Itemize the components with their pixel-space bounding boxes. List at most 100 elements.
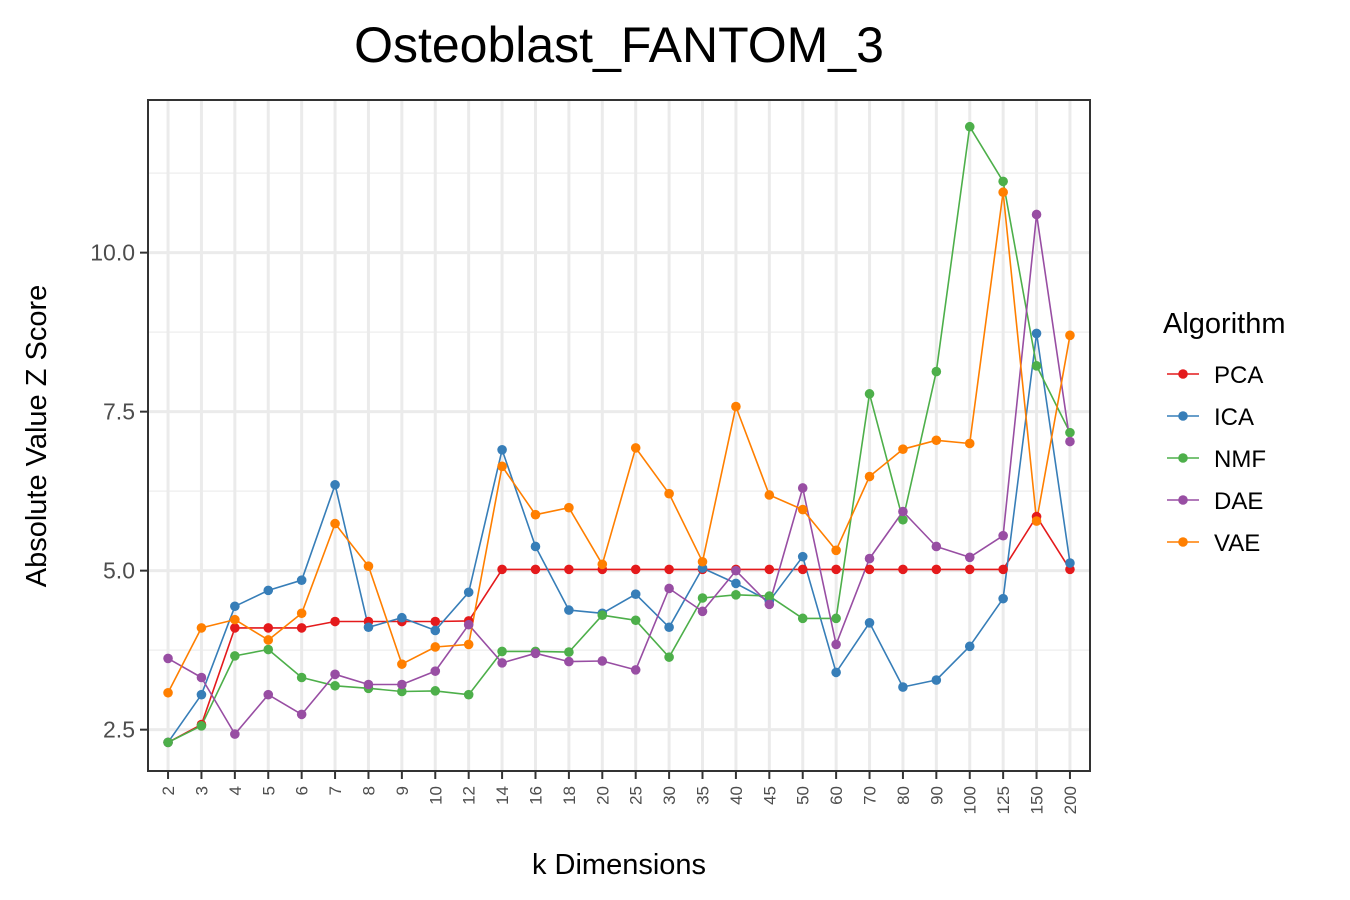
legend-key-point: [1178, 369, 1188, 379]
data-point-nmf-100: [964, 121, 975, 132]
legend-item-nmf: NMF: [1167, 446, 1266, 473]
data-point-dae-7: [330, 669, 340, 680]
plot-panel-background: [148, 100, 1090, 771]
data-point-ica-18: [564, 605, 574, 615]
x-tick-label: 50: [794, 786, 813, 805]
data-point-vae-60: [831, 545, 841, 556]
data-point-dae-125: [998, 530, 1008, 541]
data-point-dae-14: [497, 658, 507, 668]
x-tick-label: 25: [627, 786, 646, 805]
data-point-nmf-14: [497, 646, 507, 657]
x-tick-label: 14: [493, 786, 512, 805]
data-point-vae-16: [530, 509, 541, 520]
data-point-pca-16: [530, 564, 541, 575]
data-point-dae-25: [630, 665, 641, 675]
legend-label: VAE: [1214, 530, 1260, 557]
data-point-vae-9: [397, 659, 407, 669]
data-point-vae-8: [363, 561, 374, 572]
data-point-ica-7: [330, 479, 340, 490]
plot-panel-border: [147, 99, 1091, 772]
data-point-vae-30: [664, 488, 674, 499]
data-point-nmf-7: [330, 680, 340, 691]
data-point-nmf-40: [731, 590, 741, 600]
data-point-nmf-150: [1031, 361, 1042, 371]
series-line-pca: [167, 515, 1071, 744]
y-axis-title: Absolute Value Z Score: [21, 285, 53, 588]
data-point-nmf-6: [296, 672, 307, 683]
data-point-nmf-30: [664, 652, 674, 662]
data-point-ica-4: [230, 601, 240, 612]
x-axis-title: k Dimensions: [532, 849, 706, 881]
x-tick-label: 12: [460, 786, 479, 805]
data-point-pca-90: [931, 564, 942, 575]
chart-title: Osteoblast_FANTOM_3: [354, 17, 884, 73]
data-point-nmf-80: [898, 514, 908, 525]
data-point-dae-3: [196, 672, 207, 683]
data-point-pca-7: [330, 616, 340, 627]
data-point-nmf-12: [463, 689, 474, 700]
grid: [148, 100, 1090, 771]
data-point-pca-125: [998, 564, 1008, 575]
y-tick-label: 7.5: [103, 399, 135, 425]
data-point-vae-3: [196, 623, 207, 633]
data-point-pca-10: [430, 616, 441, 627]
data-point-vae-2: [163, 687, 173, 698]
legend-label: NMF: [1214, 446, 1266, 473]
data-point-dae-200: [1065, 436, 1075, 447]
data-point-vae-35: [697, 556, 708, 567]
x-tick-label: 40: [727, 786, 746, 805]
x-tick-label: 7: [326, 786, 345, 795]
data-point-pca-45: [764, 564, 775, 575]
data-point-vae-12: [463, 639, 474, 650]
data-point-nmf-35: [697, 593, 708, 603]
legend: Algorithm PCA ICA NMF DAE VAE: [1163, 308, 1286, 557]
y-tick-label: 2.5: [103, 717, 135, 743]
data-point-vae-14: [497, 461, 507, 472]
data-point-vae-5: [263, 635, 274, 645]
data-point-dae-150: [1031, 209, 1042, 220]
data-point-ica-25: [630, 589, 641, 599]
data-point-ica-3: [196, 689, 207, 700]
x-tick-label: 70: [861, 786, 880, 805]
data-point-nmf-3: [196, 721, 207, 731]
data-point-dae-20: [597, 656, 608, 666]
legend-label: ICA: [1214, 404, 1254, 431]
data-point-pca-30: [664, 564, 674, 575]
data-point-nmf-18: [564, 647, 574, 657]
data-point-pca-14: [497, 564, 507, 575]
data-point-nmf-90: [931, 366, 942, 377]
x-tick-label: 150: [1028, 786, 1047, 814]
data-point-dae-100: [964, 552, 975, 563]
data-point-dae-35: [697, 606, 708, 617]
data-point-dae-10: [430, 666, 441, 676]
data-point-dae-70: [864, 553, 875, 564]
data-point-pca-25: [630, 564, 641, 575]
x-tick-label: 35: [694, 786, 713, 805]
x-axis: 2 3 4 5 6 7 8 9 10 12 14 16 18 20 25 30 35 40 45 50 60 70 80 90…: [159, 771, 1080, 814]
x-tick-label: 200: [1061, 786, 1080, 814]
x-tick-label: 6: [293, 786, 312, 795]
data-point-dae-18: [564, 656, 574, 667]
data-point-dae-4: [230, 729, 240, 739]
data-point-dae-9: [397, 679, 407, 690]
legend-title: Algorithm: [1163, 308, 1286, 340]
x-tick-label: 45: [760, 786, 779, 805]
data-point-vae-20: [597, 559, 608, 570]
data-point-pca-5: [263, 623, 274, 633]
data-point-ica-60: [831, 667, 841, 678]
data-point-nmf-50: [797, 613, 808, 624]
x-tick-label: 18: [560, 786, 579, 805]
data-point-vae-7: [330, 518, 340, 529]
x-tick-label: 80: [894, 786, 913, 805]
data-point-dae-8: [363, 679, 374, 690]
data-point-ica-80: [898, 682, 908, 692]
data-point-ica-90: [931, 675, 942, 685]
y-axis: 2.5 5.0 7.5 10.0: [90, 240, 148, 743]
data-point-nmf-70: [864, 389, 875, 399]
data-point-dae-90: [931, 541, 942, 552]
data-point-nmf-9: [397, 686, 407, 697]
legend-key-point: [1178, 495, 1188, 505]
legend-key-point: [1178, 453, 1188, 463]
data-point-nmf-60: [831, 613, 841, 624]
data-point-nmf-5: [263, 644, 274, 655]
